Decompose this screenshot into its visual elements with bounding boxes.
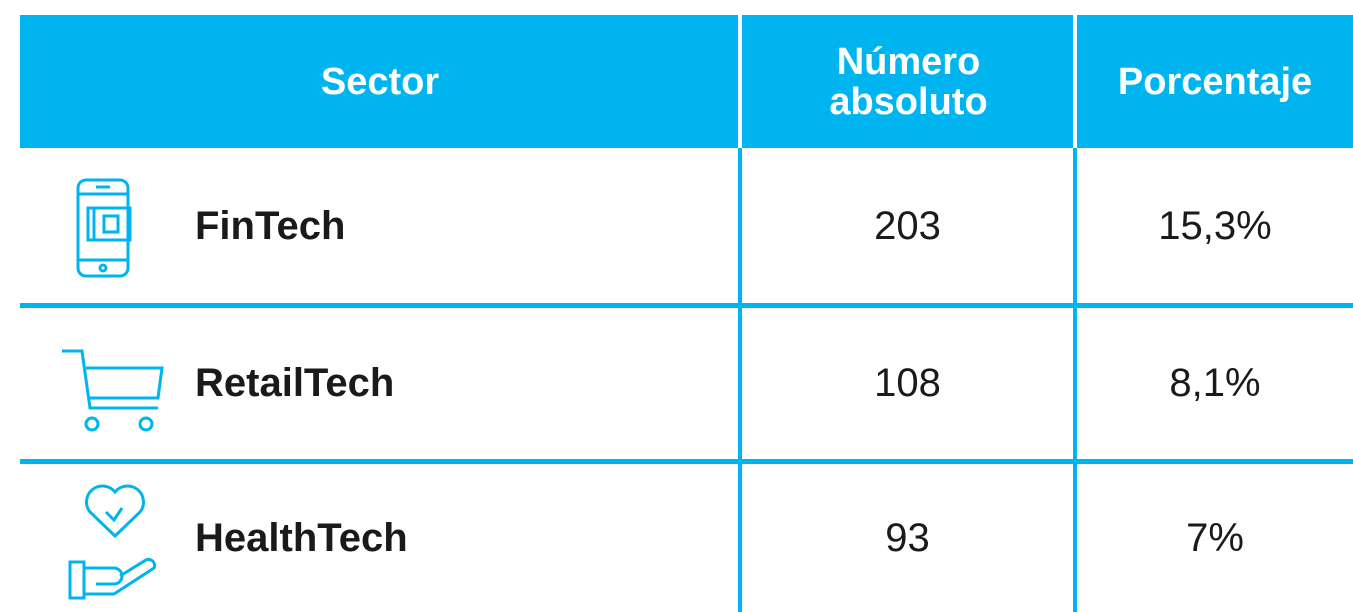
- header-cell: Número absoluto: [742, 15, 1075, 148]
- sector-name: FinTech: [195, 204, 346, 248]
- number-cell: 203: [874, 204, 941, 248]
- percent-cell: 15,3%: [1158, 204, 1272, 248]
- header-cell: Sector: [320, 60, 440, 103]
- percent-cell: 7%: [1186, 515, 1244, 560]
- sector-name: HealthTech: [195, 515, 408, 560]
- header-cell: Porcentaje: [1117, 60, 1313, 103]
- header-band: [20, 15, 1353, 148]
- header-text: Número absoluto: [829, 40, 988, 123]
- number-cell: 93: [885, 515, 930, 560]
- retailtech-icon: [62, 349, 164, 432]
- header-divider: [1073, 15, 1077, 148]
- column-divider: [1073, 148, 1077, 612]
- column-divider: [738, 148, 742, 612]
- healthtech-icon: [68, 484, 157, 600]
- fintech-icon: [76, 178, 132, 278]
- number-cell: 108: [874, 361, 941, 405]
- sector-name: RetailTech: [195, 361, 395, 405]
- percent-cell: 8,1%: [1169, 361, 1261, 405]
- row-divider: [20, 303, 1353, 308]
- header-divider: [738, 15, 742, 148]
- row-divider: [20, 459, 1353, 464]
